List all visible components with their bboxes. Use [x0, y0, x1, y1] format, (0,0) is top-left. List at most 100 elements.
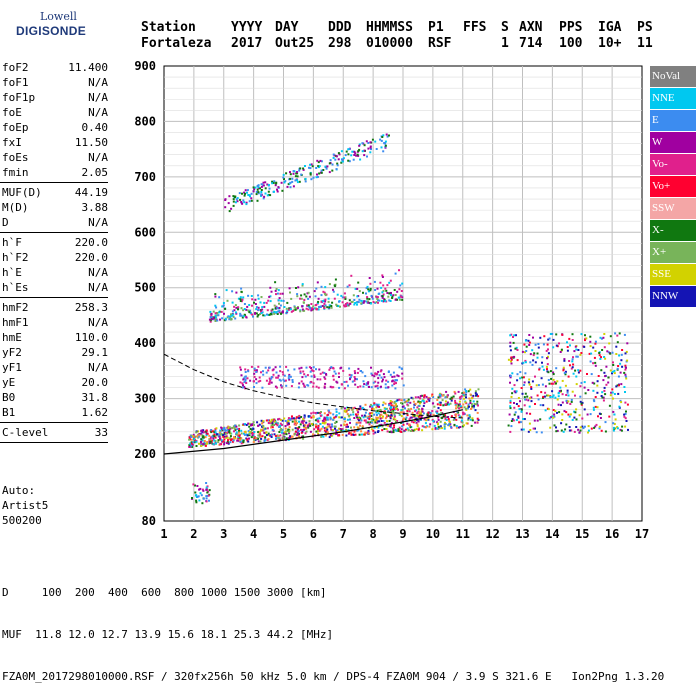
echo-point — [395, 379, 397, 382]
echo-point — [247, 309, 250, 312]
echo-point — [256, 185, 259, 187]
echo-point — [534, 427, 536, 430]
echo-point — [406, 403, 409, 406]
echo-point — [614, 418, 617, 421]
echo-point — [237, 431, 240, 434]
echo-point — [299, 372, 302, 375]
param-name: foF1 — [2, 76, 29, 89]
echo-point — [404, 418, 407, 421]
echo-point — [190, 438, 193, 441]
echo-point — [524, 361, 527, 364]
echo-point — [341, 158, 343, 161]
echo-point — [625, 410, 627, 413]
echo-point — [366, 431, 369, 434]
echo-point — [312, 176, 315, 179]
echo-point — [318, 172, 321, 175]
echo-point — [269, 286, 272, 289]
echo-point — [366, 417, 369, 420]
echo-point — [243, 308, 246, 310]
echo-point — [391, 384, 394, 387]
echo-point — [288, 436, 291, 439]
legend-item: Vo- — [650, 154, 696, 175]
echo-point — [371, 374, 374, 377]
echo-point — [513, 413, 516, 416]
echo-point — [257, 191, 260, 194]
echo-point — [361, 406, 364, 409]
header-label: P1 — [428, 20, 444, 35]
echo-point — [251, 304, 253, 307]
echo-point — [343, 418, 346, 421]
echo-point — [277, 435, 280, 438]
echo-point — [231, 314, 233, 317]
echo-point — [567, 400, 570, 403]
echo-point — [429, 411, 432, 414]
echo-point — [321, 425, 324, 428]
echo-point — [516, 379, 519, 382]
echo-point — [212, 317, 215, 320]
echo-point — [566, 391, 569, 394]
echo-point — [369, 145, 372, 148]
echo-point — [261, 386, 264, 389]
echo-point — [301, 305, 304, 308]
echo-point — [555, 367, 558, 370]
echo-point — [320, 435, 323, 438]
echo-point — [280, 181, 283, 184]
echo-point — [619, 371, 622, 374]
echo-point — [312, 305, 315, 308]
echo-point — [284, 180, 287, 183]
param-row: fmin 2.05 — [0, 165, 114, 180]
echo-point — [446, 394, 449, 397]
echo-point — [604, 421, 607, 424]
echo-point — [400, 295, 403, 298]
echo-point — [373, 413, 376, 416]
echo-point — [389, 373, 392, 376]
echo-point — [310, 178, 313, 181]
echo-point — [269, 379, 272, 382]
echo-point — [566, 346, 569, 348]
echo-point — [365, 287, 368, 290]
echo-point — [332, 367, 335, 370]
echo-point — [328, 411, 331, 414]
echo-point — [367, 430, 370, 432]
echo-point — [432, 420, 435, 423]
echo-point — [472, 394, 475, 397]
echo-point — [317, 428, 320, 431]
echo-point — [519, 421, 522, 424]
y-tick-label: 500 — [134, 281, 156, 295]
echo-point — [270, 311, 273, 314]
echo-point — [531, 363, 534, 366]
echo-point — [240, 314, 243, 317]
echo-point — [287, 308, 290, 311]
echo-point — [351, 408, 354, 411]
echo-point — [529, 412, 532, 415]
echo-point — [285, 172, 288, 175]
echo-point — [288, 426, 291, 429]
param-value: 11.400 — [68, 61, 108, 74]
echo-point — [447, 416, 450, 418]
echo-point — [448, 419, 451, 422]
echo-point — [524, 392, 527, 395]
echo-point — [247, 370, 250, 373]
param-separator — [0, 422, 108, 423]
echo-point — [368, 298, 371, 301]
echo-point — [329, 417, 332, 420]
echo-point — [210, 314, 213, 317]
echo-point — [612, 422, 615, 425]
y-tick-label: 300 — [134, 392, 156, 406]
echo-point — [213, 434, 215, 437]
echo-point — [512, 341, 515, 344]
echo-point — [448, 422, 451, 425]
echo-point — [460, 395, 463, 398]
echo-point — [347, 414, 350, 417]
echo-point — [263, 431, 266, 434]
echo-point — [524, 359, 527, 362]
echo-point — [510, 395, 513, 398]
echo-point — [466, 405, 469, 408]
echo-point — [368, 423, 371, 426]
echo-point — [387, 386, 390, 389]
echo-point — [432, 396, 435, 398]
echo-point — [474, 392, 477, 395]
echo-point — [356, 287, 359, 290]
echo-point — [580, 333, 583, 336]
echo-point — [190, 442, 193, 445]
